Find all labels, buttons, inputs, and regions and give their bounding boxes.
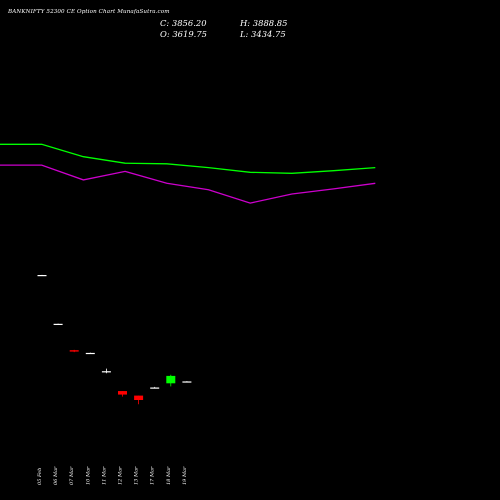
- candle-body: [69, 350, 79, 352]
- upper-band-line: [0, 143, 376, 174]
- candle-body: [101, 371, 111, 373]
- close-price: C: 3856.20: [160, 18, 207, 28]
- x-tick-label: 05 Feb: [37, 468, 43, 485]
- x-tick-label: 17 Mar: [150, 466, 156, 485]
- x-tick-label: 11 Mar: [101, 466, 107, 485]
- candle-body: [118, 391, 127, 395]
- x-tick-label: 18 Mar: [166, 466, 172, 485]
- candle-body: [53, 323, 63, 326]
- chart-title: BANKNIFTY 52300 CE Option Chart MunafaSu…: [8, 9, 170, 15]
- candle-body: [166, 375, 176, 384]
- candle-body: [37, 275, 47, 277]
- x-tick-label: 06 Mar: [53, 466, 59, 485]
- lower-band-line: [0, 164, 376, 204]
- candle-body: [85, 352, 95, 355]
- high-price: H: 3888.85: [240, 18, 288, 28]
- x-tick-label: 19 Mar: [182, 466, 188, 485]
- open-price: O: 3619.75: [160, 29, 207, 39]
- x-tick-label: 13 Mar: [134, 466, 140, 485]
- candle-body: [150, 387, 160, 389]
- low-price: L: 3434.75: [240, 29, 286, 39]
- candle-body: [182, 381, 192, 383]
- x-tick-label: 07 Mar: [69, 466, 75, 485]
- x-tick-label: 12 Mar: [118, 466, 124, 485]
- x-tick-label: 10 Mar: [85, 466, 91, 485]
- candle-body: [134, 395, 144, 400]
